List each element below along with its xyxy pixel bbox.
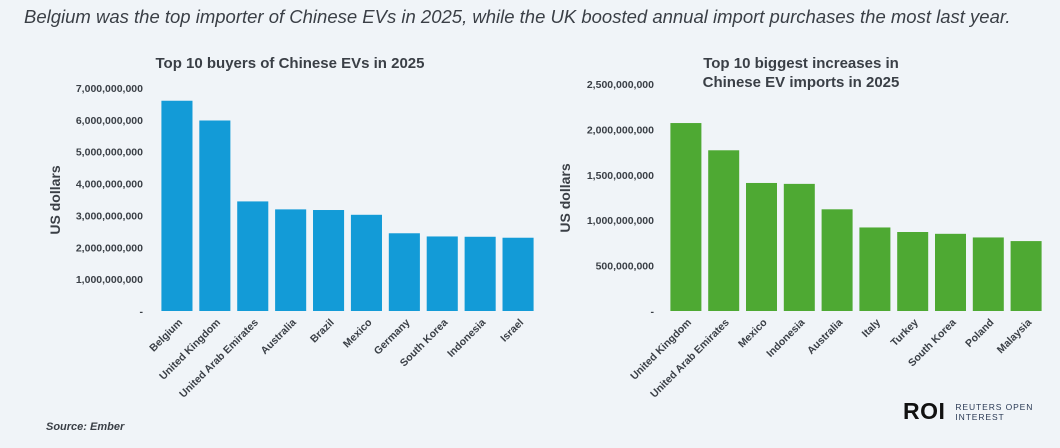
chart-1-ytick-label: 6,000,000,000	[76, 115, 143, 127]
chart-1-ytick-label: -	[140, 306, 144, 318]
chart-2-ytick-label: 2,500,000,000	[587, 79, 654, 91]
chart-2-ytick-label: 500,000,000	[596, 261, 655, 273]
chart-2-title-line: Chinese EV imports in 2025	[703, 74, 900, 91]
roi-logo: ROI REUTERS OPEN INTEREST	[903, 398, 1035, 425]
chart-1-bar	[464, 236, 496, 311]
chart-1-category-label: Israel	[498, 317, 526, 345]
chart-1-bar	[161, 100, 193, 311]
chart-1-ytick-label: 5,000,000,000	[76, 147, 143, 159]
chart-2-category-label: Australia	[805, 317, 845, 357]
chart-1-bar	[199, 120, 231, 311]
chart-2-ytick-label: 2,000,000,000	[587, 124, 654, 136]
chart-1-category-label: Australia	[259, 317, 299, 357]
chart-1-bar	[237, 201, 269, 311]
chart-1-category-label: Indonesia	[445, 317, 488, 360]
chart-2-ylabel: US dollars	[557, 163, 573, 232]
chart-1-ytick-label: 3,000,000,000	[76, 210, 143, 222]
chart-2-bar	[821, 209, 853, 311]
chart-1-category-label: Brazil	[308, 317, 337, 346]
chart-2-category-label: Turkey	[889, 317, 921, 349]
source-note: Source: Ember	[46, 421, 125, 433]
chart-2-bar	[783, 183, 815, 311]
chart-1-bar	[350, 214, 382, 311]
chart-2-ytick-label: 1,500,000,000	[587, 170, 654, 182]
chart-1-ytick-label: 2,000,000,000	[76, 242, 143, 254]
chart-2-title-line: Top 10 biggest increases in	[703, 55, 899, 72]
chart-1-bar	[388, 233, 420, 311]
chart-2-ytick-label: 1,000,000,000	[587, 215, 654, 227]
chart-2-title: Top 10 biggest increases in Chinese EV im…	[703, 55, 900, 91]
chart-2-category-label: Poland	[963, 317, 996, 350]
chart-1-ytick-label: 4,000,000,000	[76, 179, 143, 191]
chart-1-ytick-label: 1,000,000,000	[76, 274, 143, 286]
chart-2-bar	[746, 182, 777, 311]
chart-2-bar	[897, 232, 929, 311]
chart-1-category-label: United Arab Emirates	[177, 317, 261, 401]
roi-logo-text: REUTERS OPEN INTEREST	[955, 401, 1034, 422]
chart-2-ytick-label: -	[651, 306, 655, 318]
headline: Belgium was the top importer of Chinese …	[24, 6, 1011, 27]
chart-1-bar	[502, 237, 534, 311]
chart-1-ylabel: US dollars	[47, 165, 63, 234]
chart-2-bar	[972, 237, 1004, 311]
roi-logo-mark: ROI	[903, 398, 946, 424]
chart-2-category-label: Malaysia	[995, 317, 1035, 357]
chart-1-category-label: Belgium	[147, 317, 185, 355]
chart-1-bar	[426, 236, 458, 311]
chart-2-category-label: Indonesia	[764, 317, 807, 360]
chart-2-bar	[859, 227, 891, 311]
chart-2-bar	[1010, 241, 1042, 311]
chart-2-category-label: Italy	[860, 317, 883, 340]
chart-2-bar	[935, 233, 966, 311]
chart-2-category-label: Mexico	[736, 317, 770, 351]
chart-2-bar	[670, 123, 702, 311]
chart-1-bar	[275, 209, 307, 311]
chart-1-ytick-label: 7,000,000,000	[76, 83, 143, 95]
chart-2-bar	[708, 150, 740, 311]
chart-1-bar	[313, 210, 345, 311]
chart-1-title: Top 10 buyers of Chinese EVs in 2025	[156, 55, 425, 72]
chart-1-category-label: Mexico	[341, 317, 375, 351]
